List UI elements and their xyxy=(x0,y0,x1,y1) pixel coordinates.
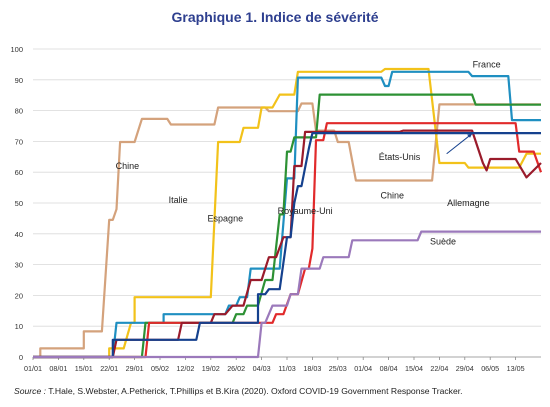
y-tick-label: 30 xyxy=(15,261,23,270)
series-lines xyxy=(33,67,543,359)
y-tick-label: 20 xyxy=(15,291,23,300)
x-tick-label: 15/04 xyxy=(405,364,423,373)
series-annotation: Chine xyxy=(116,161,140,171)
y-tick-label: 10 xyxy=(15,322,23,331)
chart-title: Graphique 1. Indice de sévérité xyxy=(171,9,379,25)
x-tick-label: 22/01 xyxy=(100,364,118,373)
x-tick-label: 11/03 xyxy=(278,364,295,373)
series-line-chine xyxy=(33,102,541,359)
x-tick-label: 08/04 xyxy=(380,364,398,373)
x-tick-label: 25/03 xyxy=(329,364,347,373)
x-axis: 01/01 08/01 15/01 22/01 29/01 05/02 12/02 19/02… xyxy=(24,357,525,373)
series-annotation: Allemagne xyxy=(447,198,490,208)
annotations: Chine Italie Espagne Royaume-Uni France États… xyxy=(116,59,501,246)
severity-chart: 0 10 20 30 40 50 60 70 80 90 100 01/01 08/01 15/01 22… xyxy=(10,45,543,373)
y-tick-label: 70 xyxy=(15,137,23,146)
source-text: T.Hale, S.Webster, A.Petherick, T.Philli… xyxy=(48,386,463,396)
y-tick-label: 40 xyxy=(15,230,23,239)
x-tick-label: 01/01 xyxy=(24,364,42,373)
x-tick-label: 26/02 xyxy=(227,364,245,373)
series-line-suede xyxy=(33,230,541,359)
x-tick-label: 19/02 xyxy=(202,364,220,373)
x-tick-label: 13/05 xyxy=(507,364,525,373)
source-note: Source : T.Hale, S.Webster, A.Petherick,… xyxy=(14,386,463,396)
series-annotation: Royaume-Uni xyxy=(278,206,333,216)
series-line-france xyxy=(33,70,541,359)
x-tick-label: 08/01 xyxy=(49,364,67,373)
x-tick-label: 04/03 xyxy=(253,364,271,373)
series-line-allemagne xyxy=(33,129,542,359)
x-tick-label: 18/03 xyxy=(303,364,321,373)
x-tick-label: 29/04 xyxy=(456,364,474,373)
series-line-espagne xyxy=(33,93,541,359)
series-annotation: Espagne xyxy=(208,213,244,223)
y-tick-label: 0 xyxy=(19,353,23,362)
y-tick-label: 60 xyxy=(15,168,23,177)
x-tick-label: 05/02 xyxy=(151,364,169,373)
source-label: Source : xyxy=(14,386,47,396)
x-tick-label: 15/01 xyxy=(75,364,93,373)
x-tick-label: 06/05 xyxy=(481,364,499,373)
series-annotation: Italie xyxy=(169,195,188,205)
y-tick-label: 100 xyxy=(10,45,23,54)
y-tick-label: 90 xyxy=(15,76,23,85)
y-tick-label: 50 xyxy=(15,199,23,208)
us-pointer-arrowhead xyxy=(467,133,473,138)
y-axis: 0 10 20 30 40 50 60 70 80 90 100 xyxy=(10,45,23,362)
x-tick-label: 22/04 xyxy=(430,364,448,373)
x-tick-label: 29/01 xyxy=(126,364,144,373)
x-tick-label: 01/04 xyxy=(354,364,372,373)
series-annotation: États-Unis xyxy=(379,152,421,162)
series-annotation: France xyxy=(473,59,501,69)
series-annotation: Suède xyxy=(430,237,456,247)
us-pointer-arrow xyxy=(446,133,473,155)
series-annotation: Chine xyxy=(380,190,404,200)
series-line-etats-unis xyxy=(33,132,541,359)
x-tick-label: 12/02 xyxy=(176,364,194,373)
y-tick-label: 80 xyxy=(15,107,23,116)
